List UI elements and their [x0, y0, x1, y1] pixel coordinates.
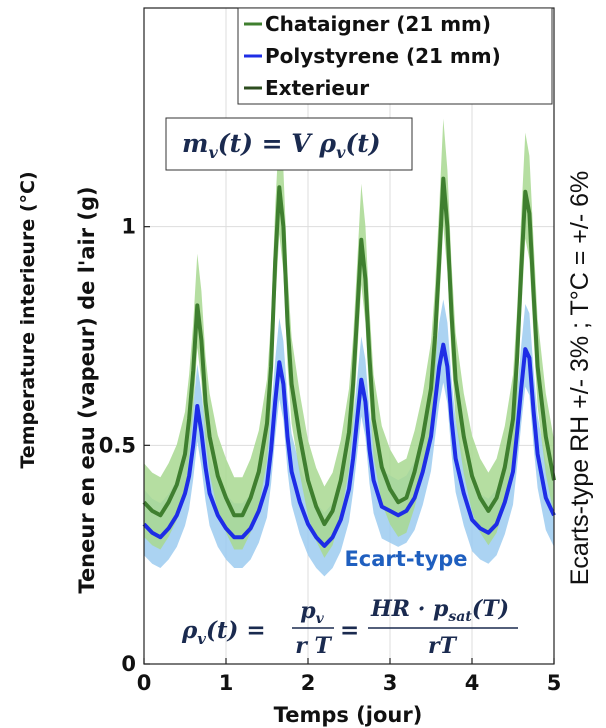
- formula-bottom-frac2-den: rT: [428, 633, 458, 659]
- x-tick-label: 2: [301, 671, 316, 695]
- x-axis-label: Temps (jour): [274, 703, 423, 727]
- legend: Chataigner (21 mm) Polystyrene (21 mm) E…: [237, 7, 553, 105]
- y-tick-label: 0.5: [99, 433, 136, 457]
- x-tick-label: 3: [383, 671, 398, 695]
- formula-bottom-frac1-num: pv: [300, 598, 324, 627]
- y-axis-label: Teneur en eau (vapeur) de l'air (g): [75, 186, 99, 593]
- series-lines: [142, 176, 556, 548]
- series-line-0: [142, 176, 556, 527]
- formula-bottom-frac2-num: HR · psat(T): [370, 596, 509, 625]
- legend-box: [237, 7, 553, 105]
- legend-label-polystyrene: Polystyrene (21 mm): [265, 44, 501, 68]
- right-note: Ecarts-type RH +/- 3% ; T°C = +/- 6%: [566, 171, 594, 586]
- formula-top: mv(t) = V ρv(t): [165, 117, 413, 171]
- y-tick-label: 0: [121, 652, 136, 676]
- axis-ticks: 0 1 2 3 4 5 0 0.5 1: [99, 215, 562, 695]
- legend-label-exterieur: Exterieur: [265, 76, 369, 100]
- series-line-1: [142, 342, 556, 548]
- formula-top-box: [165, 117, 413, 171]
- band-label: Ecart-type: [344, 547, 467, 571]
- formula-bottom-frac1-den: r T: [295, 633, 332, 659]
- x-tick-label: 4: [465, 671, 480, 695]
- x-tick-label: 5: [547, 671, 562, 695]
- formula-bottom-eq: =: [340, 617, 359, 644]
- y-tick-label: 1: [121, 215, 136, 239]
- formula-top-text: mv(t) = V ρv(t): [182, 129, 381, 162]
- y-axis-label-behind: Temperature interieure (°C): [17, 171, 39, 468]
- formula-bottom-lhs: ρv(t) =: [181, 617, 266, 648]
- x-tick-label: 0: [137, 671, 152, 695]
- formula-bottom: ρv(t) = pv r T = HR · psat(T) rT: [181, 596, 518, 659]
- legend-label-chataigner: Chataigner (21 mm): [265, 12, 491, 36]
- x-tick-label: 1: [219, 671, 234, 695]
